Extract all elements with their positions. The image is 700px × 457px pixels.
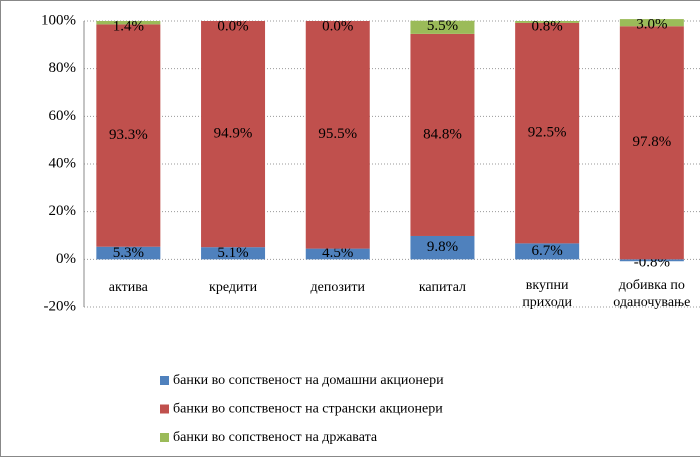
value-label: 94.9% (214, 126, 253, 142)
y-tick-label: 100% (41, 12, 76, 28)
legend-swatch (160, 433, 169, 442)
legend-label: банки во сопственост на домашни акционер… (173, 373, 444, 388)
bar-segment (515, 22, 580, 244)
x-tick-label: актива (109, 280, 149, 295)
value-label: 4.5% (322, 245, 353, 261)
y-tick-label: -20% (44, 298, 77, 314)
y-tick-label: 20% (49, 203, 77, 219)
value-label: 84.8% (423, 126, 462, 142)
y-tick-label: 60% (49, 108, 77, 124)
bar-segment (96, 24, 161, 247)
bar-segment (201, 247, 266, 260)
value-label: 5.1% (217, 245, 248, 261)
bar-segment (410, 33, 475, 236)
bar-segment (410, 235, 475, 260)
x-tick-label: добивка по оданочување (613, 278, 690, 310)
value-label: 93.3% (109, 127, 148, 143)
value-label: 3.0% (636, 17, 667, 33)
value-label: 0.8% (532, 18, 563, 34)
x-tick-label: вкупни приходи (522, 278, 572, 310)
y-tick-label: 0% (56, 251, 76, 267)
y-tick-label: 40% (49, 155, 77, 171)
value-label: 97.8% (632, 134, 671, 150)
value-label: 0.0% (322, 18, 353, 34)
bar-segment (619, 19, 684, 27)
x-tick-label: кредити (209, 280, 258, 295)
legend-label: банки во сопственост на странски акционе… (173, 402, 443, 417)
bar-segment (96, 21, 161, 25)
value-label: 1.4% (113, 18, 144, 34)
bar-segment (619, 26, 684, 260)
bar-segment (305, 21, 370, 249)
bar-segment (515, 243, 580, 260)
bar-segment (96, 246, 161, 260)
value-label: 9.8% (427, 239, 458, 255)
x-tick-label: капитал (419, 280, 466, 295)
value-label: 5.3% (113, 245, 144, 261)
bar-segment (410, 20, 475, 34)
value-label: 92.5% (528, 125, 567, 141)
bar-segment (201, 21, 266, 248)
legend-label: банки во сопственост на државата (173, 430, 378, 445)
y-tick-label: 80% (49, 60, 77, 76)
legend-swatch (160, 404, 169, 414)
value-label: 0.0% (217, 18, 248, 34)
bar-segment (619, 259, 684, 262)
legend-swatch (160, 376, 169, 385)
value-label: 6.7% (532, 243, 563, 259)
value-label: 95.5% (318, 126, 357, 142)
x-tick-label: депозити (311, 280, 366, 295)
value-label: 5.5% (427, 18, 458, 34)
bar-segment (515, 21, 580, 23)
bar-segment (305, 248, 370, 260)
